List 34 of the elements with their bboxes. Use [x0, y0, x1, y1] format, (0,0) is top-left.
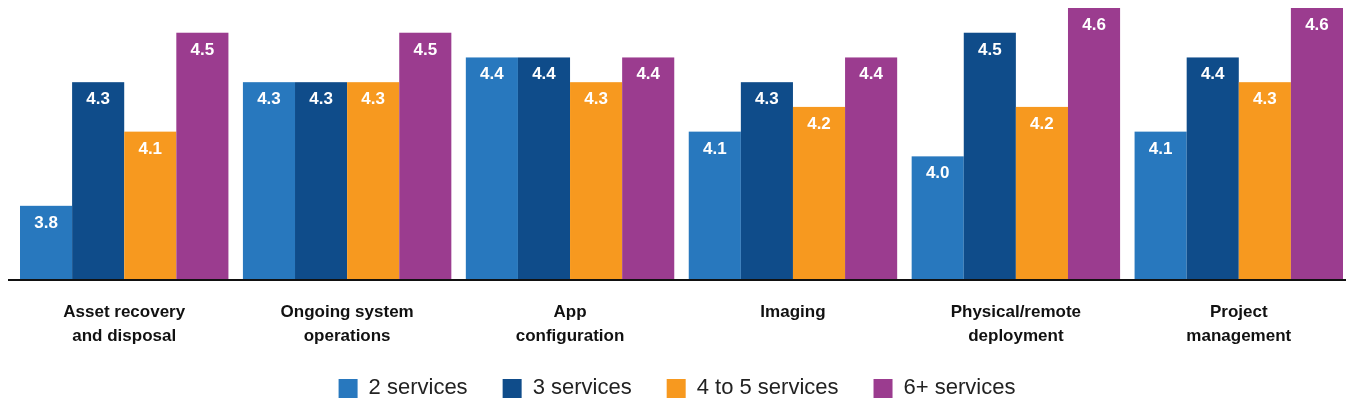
data-label: 4.4: [859, 64, 884, 84]
data-label: 4.5: [978, 39, 1002, 59]
data-label: 4.2: [1030, 113, 1054, 133]
x-tick-label: App configuration: [515, 302, 625, 345]
data-label: 3.8: [34, 212, 58, 232]
x-tick-label: Project management: [1186, 302, 1292, 345]
legend-label: 3 services: [532, 374, 632, 399]
data-label: 4.1: [1148, 138, 1173, 158]
data-label: 4.0: [925, 163, 950, 183]
data-label: 4.5: [190, 39, 215, 59]
x-tick-label: Imaging: [760, 302, 826, 321]
x-tick-label: Ongoing system operations: [280, 302, 414, 345]
data-label: 4.1: [138, 138, 163, 158]
data-label: 4.4: [1200, 64, 1226, 84]
data-label: 4.3: [755, 89, 779, 109]
data-label: 4.4: [480, 64, 505, 84]
data-label: 4.3: [257, 89, 281, 109]
data-label: 4.3: [86, 89, 110, 109]
legend-label: 4 to 5 services: [696, 374, 839, 399]
data-label: 4.3: [584, 89, 608, 109]
data-label: 4.6: [1082, 15, 1106, 34]
data-label: 4.6: [1305, 15, 1329, 34]
data-label: 4.3: [309, 89, 333, 109]
data-label: 4.3: [361, 89, 385, 109]
x-tick-label: Asset recovery and disposal: [63, 302, 186, 345]
data-label: 4.4: [532, 64, 557, 84]
data-label: 4.5: [413, 39, 438, 59]
legend-label: 6+ services: [903, 374, 1016, 399]
data-label: 4.2: [807, 113, 831, 133]
data-label: 4.3: [1253, 89, 1277, 109]
x-tick-label: Physical/remote deployment: [950, 302, 1082, 345]
data-label: 4.4: [636, 64, 661, 84]
legend-label: 2 services: [368, 374, 468, 399]
data-label: 4.1: [702, 138, 727, 158]
